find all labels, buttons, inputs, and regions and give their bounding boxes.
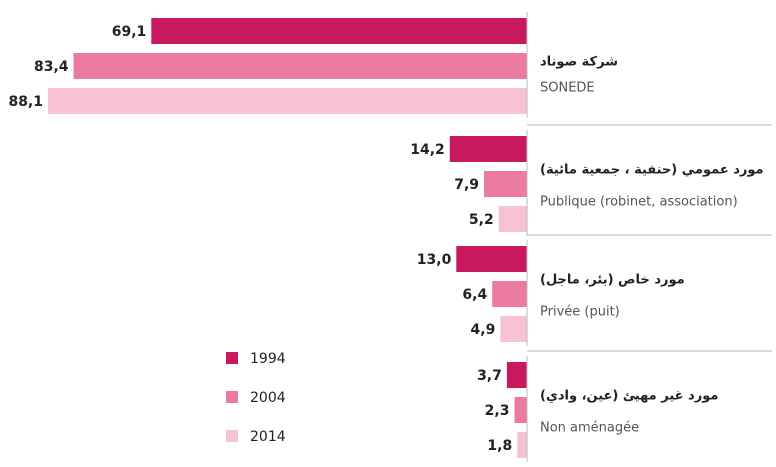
bar [517,432,527,458]
category-sublabel: Publique (robinet, association) [540,195,738,210]
category-label: مورد غير مهيئ (عين، وادي) [540,389,718,404]
legend-label: 2014 [250,429,286,445]
category-sublabel: SONEDE [540,81,595,96]
value-label: 2,3 [485,403,510,419]
category-sublabel: Privée (puit) [540,305,620,320]
value-label: 13,0 [417,252,452,268]
bar [449,136,527,162]
bar [73,53,527,79]
bar [514,397,527,423]
value-label: 88,1 [8,94,43,110]
legend-label: 1994 [250,351,286,367]
bar [151,18,527,44]
legend-swatch [226,391,238,403]
legend-label: 2004 [250,390,286,406]
legend-swatch [226,352,238,364]
category-label: مورد عمومي (حنفية ، جمعية مائية) [540,163,764,178]
category-label: شركة صوناد [540,55,618,70]
legend-swatch [226,430,238,442]
bar [498,206,527,232]
value-label: 1,8 [487,438,512,454]
category-sublabel: Non aménagée [540,421,639,436]
value-label: 14,2 [410,142,445,158]
bar [456,246,527,272]
value-label: 3,7 [477,368,502,384]
bar [48,88,527,114]
value-label: 69,1 [112,24,147,40]
bar [484,171,527,197]
bar [506,362,527,388]
value-label: 4,9 [471,322,496,338]
category-label: مورد خاص (بئر، ماجل) [540,273,685,288]
value-label: 83,4 [34,59,69,75]
bar [492,281,527,307]
value-label: 6,4 [462,287,487,303]
value-label: 5,2 [469,212,494,228]
value-label: 7,9 [454,177,479,193]
bar [500,316,527,342]
